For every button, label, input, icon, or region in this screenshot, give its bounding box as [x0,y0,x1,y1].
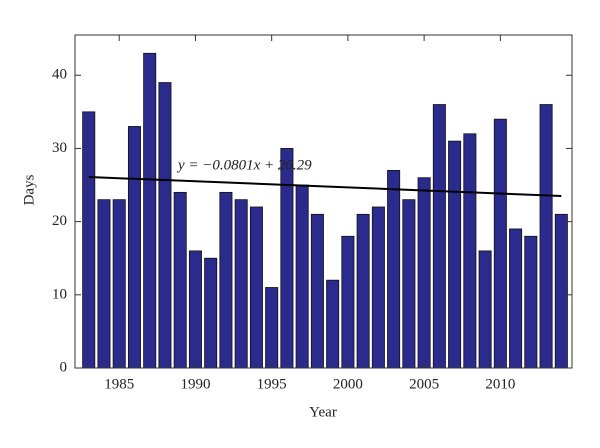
x-tick-label: 2010 [485,376,515,392]
bar [188,250,202,369]
plot-frame [74,34,573,369]
bar [280,148,294,369]
trend-annotation: y = −0.0801x + 26.29 [176,157,312,173]
bar [493,118,507,369]
bar [539,104,553,369]
bar [219,191,233,369]
bar [524,235,538,369]
bar [173,191,187,369]
bar [158,82,172,369]
y-tick-label: 0 [60,359,68,375]
bar [402,199,416,369]
bar [463,133,477,369]
bar [127,126,141,369]
x-tick-label: 1985 [104,376,134,392]
bar [554,213,568,369]
x-axis-label: Year [309,404,337,420]
bar [249,206,263,369]
x-tick-label: 1995 [257,376,287,392]
bar [234,199,248,369]
bar [310,213,324,369]
bar [432,104,446,369]
y-tick-label: 20 [52,213,67,229]
x-tick-label: 2005 [409,376,439,392]
bar [82,111,96,369]
bar [448,140,462,369]
bar [478,250,492,369]
bar [387,169,401,369]
y-tick-label: 10 [52,286,67,302]
bar [509,228,523,369]
y-tick-label: 40 [52,67,67,83]
x-tick-label: 1990 [180,376,210,392]
bar [371,206,385,369]
bar [143,52,157,369]
y-tick-label: 30 [52,140,67,156]
bar [295,184,309,369]
bar [265,287,279,369]
bar [204,257,218,369]
bar [326,279,340,369]
x-tick-label: 2000 [333,376,363,392]
bar [356,213,370,369]
bar [341,235,355,369]
bar [97,199,111,369]
bar [112,199,126,369]
y-axis-label: Days [21,174,37,205]
bar [417,177,431,369]
trend-line [88,175,562,198]
